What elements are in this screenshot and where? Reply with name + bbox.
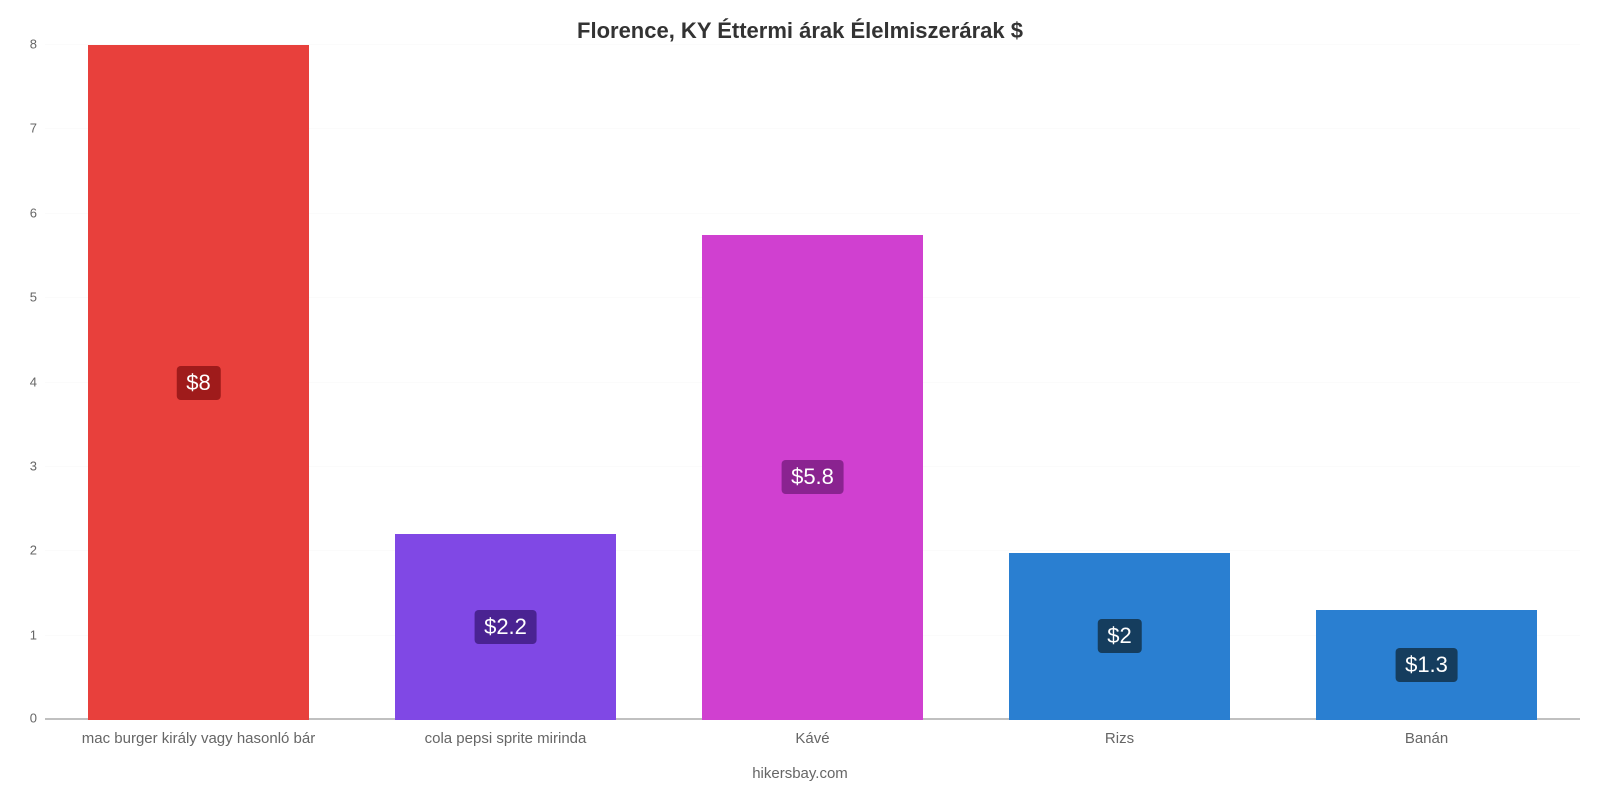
- x-axis-label: cola pepsi sprite mirinda: [352, 730, 659, 747]
- y-axis-tick: 1: [30, 627, 37, 642]
- bar-value-badge: $2: [1097, 619, 1141, 653]
- y-axis-tick: 3: [30, 458, 37, 473]
- chart-title: Florence, KY Éttermi árak Élelmiszerárak…: [0, 18, 1600, 44]
- bar-slot: $1.3Banán: [1273, 45, 1580, 720]
- x-axis-label: mac burger király vagy hasonló bár: [45, 730, 352, 747]
- y-axis-tick: 4: [30, 374, 37, 389]
- bar-slot: $8mac burger király vagy hasonló bár: [45, 45, 352, 720]
- bar-value-badge: $2.2: [474, 610, 537, 644]
- y-axis-tick: 5: [30, 290, 37, 305]
- bar-value-badge: $1.3: [1395, 648, 1458, 682]
- bar-slot: $2Rizs: [966, 45, 1273, 720]
- chart-subtitle: hikersbay.com: [0, 765, 1600, 782]
- bar-slot: $2.2cola pepsi sprite mirinda: [352, 45, 659, 720]
- bar-layer: $8mac burger király vagy hasonló bár$2.2…: [45, 45, 1580, 720]
- x-axis-label: Banán: [1273, 730, 1580, 747]
- y-axis-tick: 2: [30, 543, 37, 558]
- x-axis-label: Kávé: [659, 730, 966, 747]
- y-axis-tick: 8: [30, 37, 37, 52]
- bar-slot: $5.8Kávé: [659, 45, 966, 720]
- x-axis-label: Rizs: [966, 730, 1273, 747]
- plot-area: 012345678 $8mac burger király vagy hason…: [45, 45, 1580, 720]
- y-axis-tick: 6: [30, 205, 37, 220]
- y-axis-tick: 7: [30, 121, 37, 136]
- bar-value-badge: $8: [176, 366, 220, 400]
- bar-value-badge: $5.8: [781, 460, 844, 494]
- y-axis-tick: 0: [30, 711, 37, 726]
